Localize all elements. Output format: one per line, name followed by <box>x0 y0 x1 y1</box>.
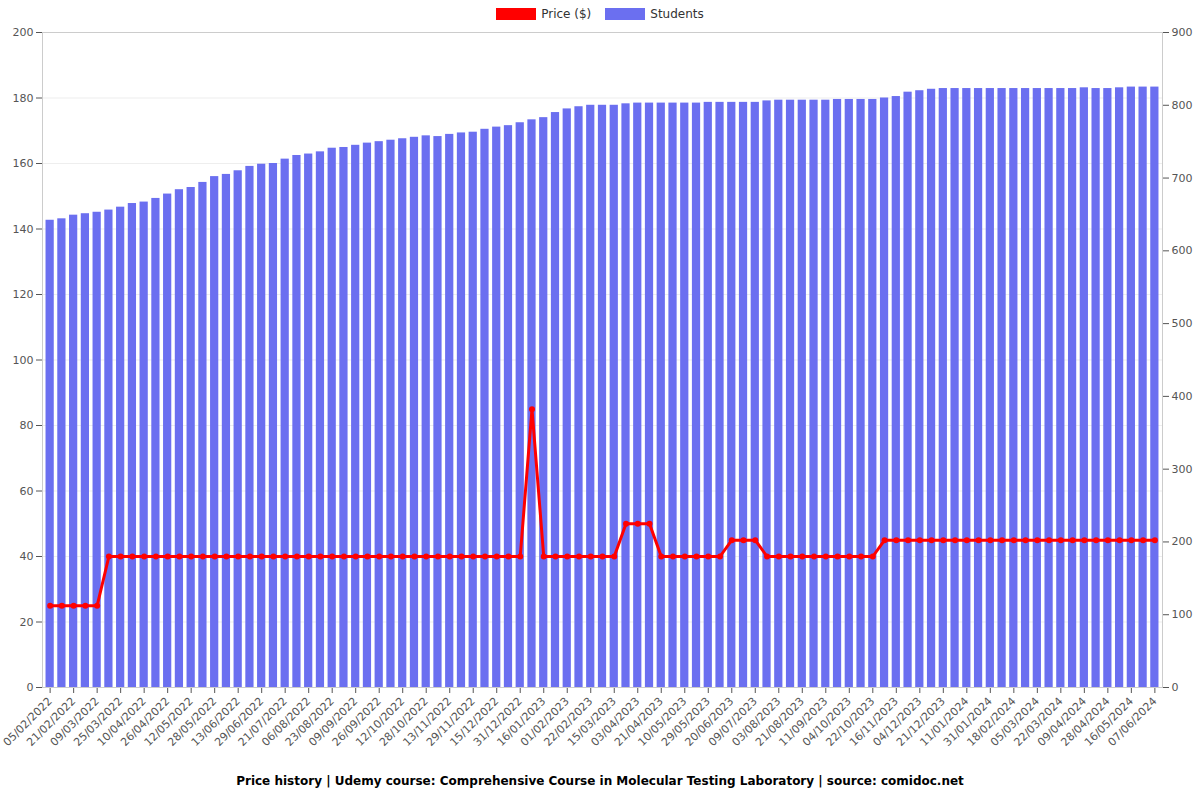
svg-text:15/03/2023: 15/03/2023 <box>564 694 619 749</box>
svg-text:05/02/2022: 05/02/2022 <box>0 694 55 749</box>
svg-text:300: 300 <box>1172 463 1193 476</box>
svg-text:10/05/2023: 10/05/2023 <box>635 694 690 749</box>
svg-text:400: 400 <box>1172 390 1193 403</box>
svg-text:21/08/2023: 21/08/2023 <box>752 694 807 749</box>
svg-text:01/02/2023: 01/02/2023 <box>517 694 572 749</box>
svg-text:200: 200 <box>13 26 34 39</box>
svg-text:09/04/2024: 09/04/2024 <box>1034 694 1089 749</box>
svg-text:16/11/2023: 16/11/2023 <box>846 694 901 749</box>
svg-text:04/12/2023: 04/12/2023 <box>870 694 925 749</box>
svg-text:09/03/2022: 09/03/2022 <box>47 694 102 749</box>
svg-text:12/05/2022: 12/05/2022 <box>141 694 196 749</box>
svg-text:03/04/2023: 03/04/2023 <box>588 694 643 749</box>
svg-text:06/08/2022: 06/08/2022 <box>259 694 314 749</box>
svg-text:60: 60 <box>20 485 34 498</box>
svg-text:160: 160 <box>13 157 34 170</box>
svg-text:80: 80 <box>20 419 34 432</box>
svg-text:25/03/2022: 25/03/2022 <box>71 694 126 749</box>
svg-text:12/10/2022: 12/10/2022 <box>353 694 408 749</box>
svg-text:22/02/2023: 22/02/2023 <box>541 694 596 749</box>
svg-text:04/10/2023: 04/10/2023 <box>799 694 854 749</box>
svg-text:20/06/2023: 20/06/2023 <box>682 694 737 749</box>
svg-text:100: 100 <box>1172 608 1193 621</box>
svg-text:120: 120 <box>13 288 34 301</box>
svg-text:31/12/2022: 31/12/2022 <box>470 694 525 749</box>
svg-text:13/06/2022: 13/06/2022 <box>188 694 243 749</box>
svg-text:18/02/2024: 18/02/2024 <box>964 694 1019 749</box>
html-text:Students: Students <box>650 7 704 21</box>
svg-text:21/07/2022: 21/07/2022 <box>235 694 290 749</box>
svg-text:900: 900 <box>1172 26 1193 39</box>
svg-text:26/09/2022: 26/09/2022 <box>329 694 384 749</box>
svg-text:800: 800 <box>1172 99 1193 112</box>
svg-text:22/03/2024: 22/03/2024 <box>1011 694 1066 749</box>
svg-text:07/06/2024: 07/06/2024 <box>1105 695 1159 749</box>
svg-text:22/10/2023: 22/10/2023 <box>823 694 878 749</box>
svg-text:16/05/2024: 16/05/2024 <box>1081 694 1136 749</box>
svg-text:16/01/2023: 16/01/2023 <box>494 694 549 749</box>
svg-text:21/12/2023: 21/12/2023 <box>893 694 948 749</box>
svg-text:09/07/2023: 09/07/2023 <box>705 694 760 749</box>
svg-text:40: 40 <box>20 550 34 563</box>
svg-text:0: 0 <box>1172 681 1179 694</box>
svg-text:200: 200 <box>1172 535 1193 548</box>
svg-text:21/02/2022: 21/02/2022 <box>24 694 79 749</box>
svg-text:28/05/2022: 28/05/2022 <box>165 694 220 749</box>
svg-text:09/09/2022: 09/09/2022 <box>306 694 361 749</box>
svg-text:100: 100 <box>13 354 34 367</box>
svg-text:29/05/2023: 29/05/2023 <box>658 694 713 749</box>
svg-text:29/11/2022: 29/11/2022 <box>423 694 478 749</box>
svg-text:28/04/2024: 28/04/2024 <box>1058 694 1113 749</box>
svg-text:31/01/2024: 31/01/2024 <box>940 694 995 749</box>
svg-text:700: 700 <box>1172 172 1193 185</box>
svg-text:20: 20 <box>20 616 34 629</box>
svg-text:500: 500 <box>1172 317 1193 330</box>
svg-text:11/01/2024: 11/01/2024 <box>917 694 972 749</box>
svg-text:03/08/2023: 03/08/2023 <box>729 694 784 749</box>
svg-text:15/12/2022: 15/12/2022 <box>447 694 502 749</box>
svg-text:26/04/2022: 26/04/2022 <box>118 694 173 749</box>
svg-text:23/08/2022: 23/08/2022 <box>282 694 337 749</box>
svg-text:0: 0 <box>27 681 34 694</box>
svg-text:140: 140 <box>13 223 34 236</box>
svg-text:21/04/2023: 21/04/2023 <box>611 694 666 749</box>
svg-text:29/06/2022: 29/06/2022 <box>212 694 267 749</box>
html-text:Price history | Udemy course:: Price history | Udemy course: Comprehens… <box>236 774 964 788</box>
svg-text:10/04/2022: 10/04/2022 <box>94 694 149 749</box>
html-text:Price ($): Price ($) <box>541 7 592 21</box>
svg-text:180: 180 <box>13 92 34 105</box>
svg-text:05/03/2024: 05/03/2024 <box>987 694 1042 749</box>
svg-text:600: 600 <box>1172 244 1193 257</box>
svg-text:13/11/2022: 13/11/2022 <box>400 694 455 749</box>
svg-text:11/09/2023: 11/09/2023 <box>776 694 831 749</box>
svg-text:28/10/2022: 28/10/2022 <box>376 694 431 749</box>
